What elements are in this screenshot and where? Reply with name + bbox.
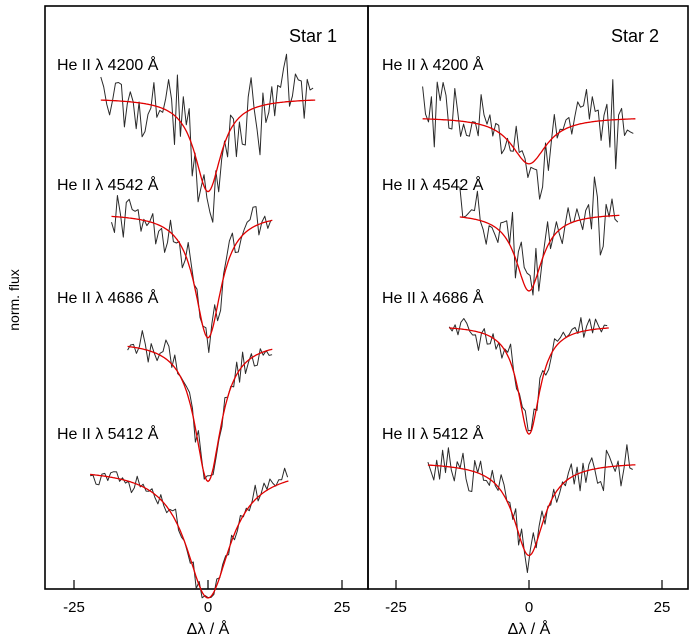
x-tick-label: 25 [334, 599, 351, 616]
x-tick-label: -25 [63, 599, 85, 616]
x-tick-label: 0 [525, 599, 533, 616]
panel-star-1: Star 1 He II λ 4200 Å He II λ 4542 Å He II… [44, 5, 369, 638]
model-fit-line [100, 99, 316, 193]
observed-spectrum-line [448, 317, 608, 432]
panel-star-2-x-axis-label: Δλ / Å [508, 619, 551, 638]
x-tick-label: 0 [204, 599, 212, 616]
line-label: He II λ 4686 Å [382, 288, 484, 307]
model-fit-line [449, 327, 609, 436]
observed-spectrum-line [422, 79, 634, 200]
observed-spectrum-line [127, 330, 273, 480]
model-fit-line [127, 345, 273, 483]
x-tick-label: 25 [654, 599, 671, 616]
model-fit-line [90, 473, 289, 599]
line-label: He II λ 4200 Å [382, 55, 484, 74]
panel-star-1-title: Star 1 [289, 26, 337, 46]
observed-spectrum-line [427, 444, 633, 573]
y-axis-label: norm. flux [6, 269, 22, 330]
line-label: He II λ 5412 Å [57, 424, 159, 443]
line-label: He II λ 5412 Å [382, 424, 484, 443]
model-fit-line [459, 214, 620, 292]
panel-star-2-title: Star 2 [611, 26, 659, 46]
line-label: He II λ 4200 Å [57, 55, 159, 74]
panel-star-2: Star 2 He II λ 4200 Å He II λ 4542 Å He II… [367, 5, 689, 638]
panel-star-2-frame [367, 5, 689, 590]
x-tick-label: -25 [385, 599, 407, 616]
line-label: He II λ 4686 Å [57, 288, 159, 307]
line-label: He II λ 4542 Å [382, 175, 484, 194]
line-label: He II λ 4542 Å [57, 175, 159, 194]
observed-spectrum-line [111, 195, 272, 353]
model-fit-line [427, 464, 636, 557]
model-fit-line [422, 118, 636, 165]
observed-spectrum-line [459, 176, 619, 296]
panel-star-1-x-axis-label: Δλ / Å [187, 619, 230, 638]
observed-spectrum-line [89, 467, 289, 599]
model-fit-line [111, 215, 273, 339]
observed-spectrum-line [100, 53, 314, 223]
